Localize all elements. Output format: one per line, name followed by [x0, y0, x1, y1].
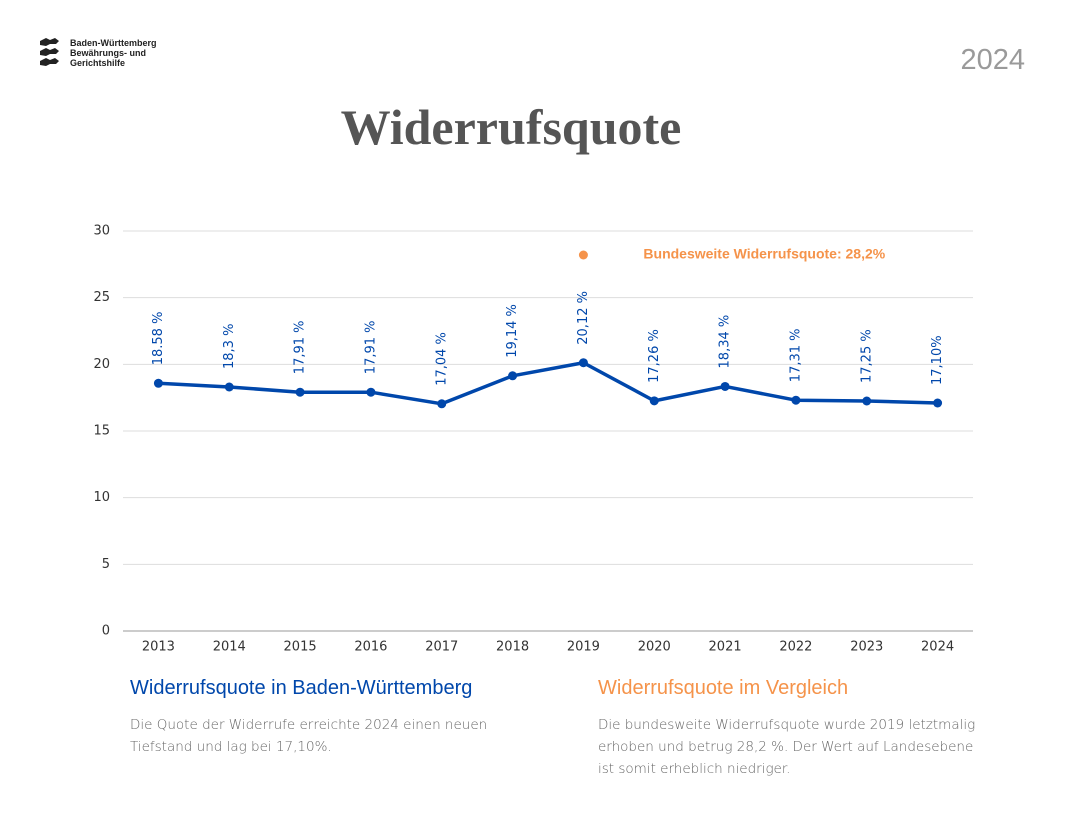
x-tick-label: 2023 — [850, 640, 883, 655]
chart-title: Widerrufsquote — [340, 99, 682, 155]
year: 2024 — [960, 44, 1025, 76]
value-label: 19,14 % — [505, 304, 520, 358]
value-label: 18,34 % — [718, 315, 733, 369]
y-tick-label: 10 — [93, 490, 110, 505]
data-point — [578, 250, 588, 260]
x-tick-label: 2017 — [425, 640, 458, 655]
data-point — [224, 382, 234, 392]
data-point — [366, 387, 376, 397]
section-heading: Widerrufsquote im Vergleich — [598, 677, 849, 699]
section-heading: Widerrufsquote in Baden-Württemberg — [130, 677, 473, 699]
data-point — [508, 371, 518, 381]
x-tick-label: 2015 — [284, 640, 317, 655]
y-tick-label: 25 — [93, 290, 110, 305]
data-point — [437, 399, 447, 409]
y-tick-label: 0 — [102, 624, 110, 639]
x-tick-label: 2016 — [354, 640, 387, 655]
y-tick-label: 15 — [93, 424, 110, 439]
x-tick-label: 2022 — [779, 640, 812, 655]
y-tick-label: 30 — [93, 224, 110, 239]
x-tick-label: 2013 — [142, 640, 175, 655]
value-label: 17,10% — [930, 335, 945, 385]
value-label: 17,91 % — [293, 320, 308, 374]
x-tick-label: 2020 — [638, 640, 671, 655]
x-tick-label: 2019 — [567, 640, 600, 655]
data-point — [295, 387, 305, 397]
data-point — [791, 395, 801, 405]
x-tick-label: 2018 — [496, 640, 529, 655]
logo-text: Baden-Württemberg Bewährungs- und Gerich… — [70, 38, 157, 68]
legend-label: Bundesweite Widerrufsquote: 28,2% — [643, 246, 885, 262]
value-label: 20,12 % — [576, 291, 591, 345]
logo-line: Baden-Württemberg — [70, 38, 157, 48]
data-point — [578, 358, 588, 368]
x-tick-label: 2021 — [709, 640, 742, 655]
value-label: 17,91 % — [363, 320, 378, 374]
data-point — [933, 398, 943, 408]
section-text: Die bundesweite Widerrufsquote wurde 201… — [598, 717, 976, 777]
data-point — [862, 396, 872, 406]
value-label: 17,25 % — [859, 329, 874, 383]
x-tick-label: 2024 — [921, 640, 954, 655]
x-tick-label: 2014 — [213, 640, 246, 655]
series-line — [158, 360, 938, 406]
logo-line: Gerichtshilfe — [70, 58, 126, 68]
logo-icon — [40, 38, 59, 66]
data-point — [649, 396, 659, 406]
logo-line: Bewährungs- und — [70, 48, 146, 58]
data-point — [720, 381, 730, 391]
section-text: Die Quote der Widerrufe erreichte 2024 e… — [130, 717, 488, 755]
y-tick-label: 20 — [93, 357, 110, 372]
value-label: 18.58 % — [151, 312, 166, 366]
value-label: 18,3 % — [222, 324, 237, 369]
value-label: 17,04 % — [434, 332, 449, 386]
data-point — [153, 378, 163, 388]
value-label: 17,31 % — [788, 328, 803, 382]
value-label: 17,26 % — [647, 329, 662, 383]
y-tick-label: 5 — [102, 557, 110, 572]
